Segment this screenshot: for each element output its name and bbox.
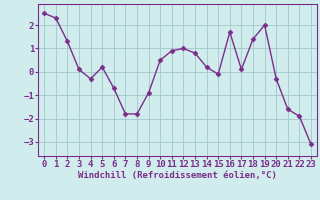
X-axis label: Windchill (Refroidissement éolien,°C): Windchill (Refroidissement éolien,°C) xyxy=(78,171,277,180)
